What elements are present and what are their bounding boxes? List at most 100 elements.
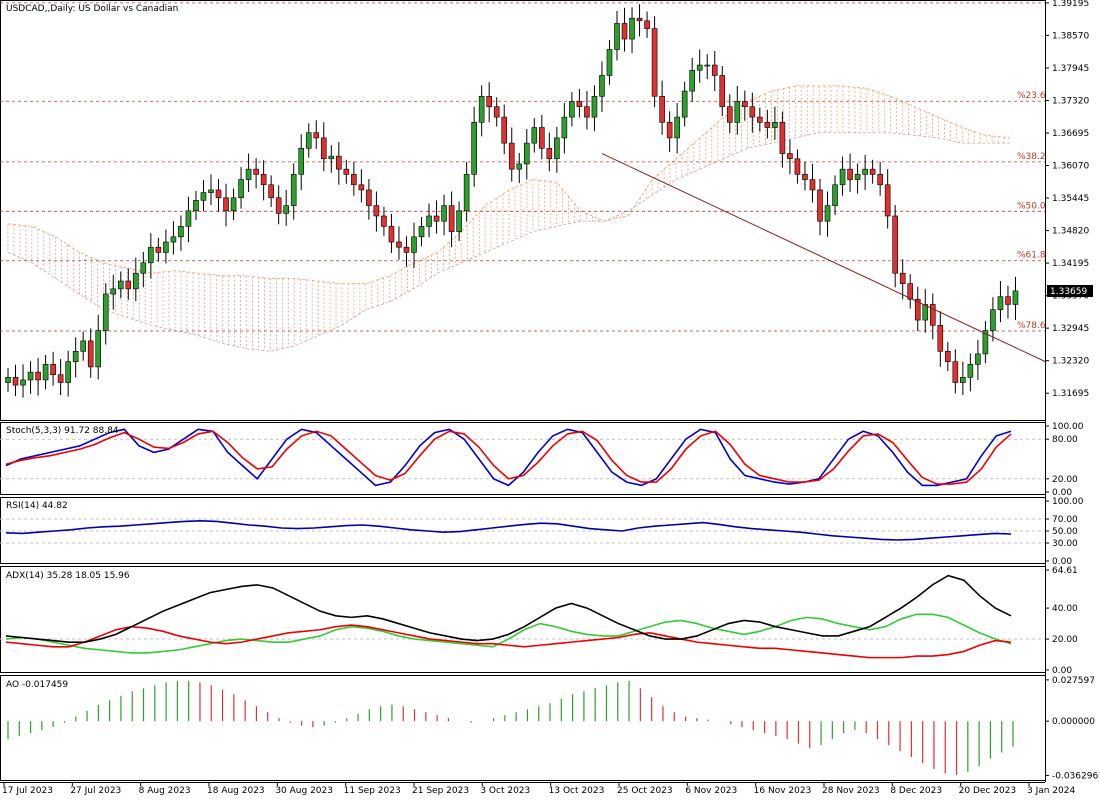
candle-body (621, 23, 628, 40)
candle-body (463, 174, 470, 212)
candle-body (200, 192, 207, 201)
candle-body (764, 122, 771, 128)
rsi-tick-label: 70.00 (1052, 515, 1078, 525)
rsi-tick-label: 100.00 (1052, 497, 1084, 507)
candle-body (448, 205, 455, 232)
ao-label: AO -0.017459 (6, 680, 68, 690)
plus-di-line (5, 613, 1012, 654)
candle-body (862, 168, 868, 175)
candle-body (802, 174, 808, 180)
adx-label: ADX(14) 35.28 18.05 15.96 (6, 571, 130, 581)
candle-body (336, 155, 342, 170)
time-tick-label: 27 Jul 2023 (70, 786, 121, 796)
candle-body (877, 174, 883, 186)
candle-body (884, 184, 891, 217)
current-price-label: 1.33659 (1050, 287, 1087, 297)
candle-body (230, 197, 237, 212)
candle-body (298, 148, 305, 175)
candle-body (27, 371, 34, 381)
cloud-span-b (7, 132, 1010, 352)
candle-body (102, 293, 109, 331)
candle-body (133, 272, 139, 290)
time-tick-label: 13 Oct 2023 (549, 786, 605, 796)
candle-body (185, 210, 192, 227)
fib-level-label: %50.0 (1017, 201, 1046, 211)
adx-tick-label: 64.61 (1052, 566, 1078, 576)
candle-body (80, 340, 86, 352)
candle-body (599, 75, 605, 97)
stoch-tick-label: 80.00 (1052, 435, 1078, 445)
rsi-tick-label: 30.00 (1052, 539, 1078, 549)
candle-body (381, 215, 387, 227)
candle-body (403, 246, 410, 253)
stoch-signal-line (5, 430, 1012, 485)
fib-level-label: %61.8 (1017, 251, 1046, 261)
trendline (601, 153, 1046, 362)
candle-body (960, 377, 966, 383)
time-tick-label: 8 Dec 2023 (890, 786, 942, 796)
time-tick-label: 3 Oct 2023 (480, 786, 530, 796)
candle-body (493, 106, 500, 118)
candle-body (629, 17, 635, 40)
candle-body (539, 127, 545, 149)
price-tick-label: 1.35445 (1052, 194, 1089, 204)
candle-body (20, 379, 26, 386)
candle-body (1005, 296, 1011, 305)
candle-body (606, 49, 613, 76)
candle-body (787, 153, 793, 160)
candle-body (72, 351, 79, 363)
candlestick-series (5, 4, 1019, 398)
candle-body (899, 272, 906, 284)
candle-body (757, 116, 763, 123)
candle-body (794, 158, 801, 175)
candle-body (426, 215, 432, 227)
candle-body (1012, 290, 1019, 305)
candle-body (87, 340, 94, 368)
price-tick-label: 1.34195 (1052, 259, 1089, 269)
candle-body (929, 304, 936, 326)
adx-tick-label: 0.00 (1052, 666, 1072, 676)
candle-body (245, 168, 252, 180)
candle-body (591, 95, 598, 118)
candle-body (636, 17, 643, 22)
candle-body (922, 304, 929, 321)
candle-body (125, 280, 132, 290)
time-tick-label: 21 Sep 2023 (412, 786, 469, 796)
candle-body (689, 69, 695, 92)
rsi-label: RSI(14) 44.82 (6, 501, 68, 511)
chart-title: USDCAD,,Daily: US Dollar vs Canadian (6, 4, 178, 14)
candle-body (990, 309, 996, 331)
candle-body (163, 241, 169, 253)
candle-body (223, 197, 229, 212)
time-tick-label: 6 Nov 2023 (685, 786, 737, 796)
price-tick-label: 1.36070 (1052, 162, 1089, 172)
candle-body (531, 127, 538, 144)
price-tick-label: 1.38570 (1052, 31, 1089, 41)
time-tick-label: 25 Oct 2023 (617, 786, 673, 796)
candle-body (659, 95, 665, 123)
adx-tick-label: 40.00 (1052, 604, 1078, 614)
candle-body (832, 184, 838, 206)
time-tick-label: 16 Nov 2023 (754, 786, 812, 796)
candle-body (561, 116, 568, 139)
candle-body (411, 236, 417, 253)
candle-body (305, 132, 312, 149)
candle-body (779, 122, 786, 154)
stoch-label: Stoch(5,3,3) 91.72 88.84 (6, 426, 119, 436)
candle-body (817, 189, 823, 222)
candle-body (110, 288, 117, 295)
candle-body (418, 226, 425, 238)
candle-body (651, 28, 658, 97)
candle-body (674, 116, 680, 139)
candle-body (772, 122, 778, 128)
candle-body (486, 95, 492, 107)
stoch-tick-label: 0.00 (1052, 488, 1072, 498)
minus-di-line (5, 624, 1012, 659)
candle-body (65, 361, 71, 383)
fib-level-label: %78.6 (1017, 321, 1046, 331)
candle-body (35, 371, 41, 381)
candle-body (719, 75, 726, 107)
candle-body (892, 215, 898, 274)
